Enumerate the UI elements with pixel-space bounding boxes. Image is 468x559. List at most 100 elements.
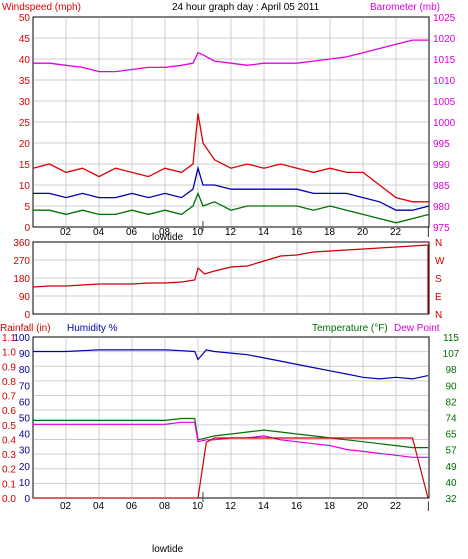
lowtide-label-top: lowtide xyxy=(152,232,184,243)
humidity-tick-label: 10 xyxy=(19,478,31,489)
windspeed-tick-label: 45 xyxy=(19,34,31,45)
barometer-axis-label: Barometer (mb) xyxy=(370,2,440,13)
x-tick-label: 20 xyxy=(357,227,369,238)
chart-title: 24 hour graph day : April 05 2011 xyxy=(172,2,320,13)
x-tick-label: 04 xyxy=(93,227,105,238)
temperature-tick-label: 40 xyxy=(445,478,457,489)
barometer-tick-label: 1000 xyxy=(433,118,456,129)
direction-line xyxy=(32,244,429,314)
temperature-tick-label: 65 xyxy=(445,430,457,441)
x-tick-label: | xyxy=(427,501,430,512)
temperature-tick-label: 98 xyxy=(445,365,457,376)
rain-line xyxy=(33,437,429,499)
humidity-tick-label: 60 xyxy=(19,397,31,408)
windspeed-tick-label: 20 xyxy=(19,139,31,150)
x-tick-label: 10 xyxy=(192,227,204,238)
x-tick-label: 12 xyxy=(225,227,237,238)
compass-label: N xyxy=(435,310,442,321)
windspeed-tick-label: 25 xyxy=(19,118,31,129)
temperature-tick-label: 90 xyxy=(445,381,457,392)
compass-label: W xyxy=(435,256,445,267)
windspeed-tick-label: 50 xyxy=(19,13,31,24)
x-tick-label: 20 xyxy=(357,501,369,512)
windspeed-tick-label: 40 xyxy=(19,55,31,66)
x-tick-label: 22 xyxy=(390,227,402,238)
barometer-tick-label: 995 xyxy=(433,139,450,150)
rainfall-tick-label: 0.6 xyxy=(2,406,16,417)
rainfall-tick-label: 0.8 xyxy=(2,377,16,388)
humidity-tick-label: 50 xyxy=(19,414,31,425)
barometer-tick-label: 980 xyxy=(433,202,450,213)
compass-label: S xyxy=(435,274,442,285)
dewpoint-axis-label: Dew Point xyxy=(394,323,440,334)
x-tick-label: 12 xyxy=(225,501,237,512)
grid-lines xyxy=(34,18,428,497)
humidity-line xyxy=(33,349,429,380)
rainfall-axis-label: Rainfall (in) xyxy=(0,323,51,334)
windspeed-axis-label: Windspeed (mph) xyxy=(2,2,81,13)
temperature-tick-label: 32 xyxy=(445,494,457,505)
x-tick-label: 06 xyxy=(126,227,138,238)
humidity-tick-label: 0 xyxy=(24,494,30,505)
temperature-axis-label: Temperature (°F) xyxy=(312,323,388,334)
humidity-tick-label: 100 xyxy=(13,333,30,344)
windspeed-tick-label: 0 xyxy=(24,223,30,234)
temperature-tick-label: 49 xyxy=(445,462,457,473)
rainfall-tick-label: 0.0 xyxy=(2,494,16,505)
x-tick-label: 04 xyxy=(93,501,105,512)
x-tick-label: 16 xyxy=(291,227,303,238)
rainfall-tick-label: 1.0 xyxy=(2,348,16,359)
low-line xyxy=(33,191,430,224)
x-tick-label: 14 xyxy=(258,501,270,512)
x-tick-label: 08 xyxy=(159,227,171,238)
axis-labels: 02 04 06 08 10 12 14 16 18 20 22 | 02 04 06 08 10 12 14 16 1… xyxy=(2,13,460,512)
barometer-tick-label: 990 xyxy=(433,160,450,171)
rainfall-tick-label: 0.9 xyxy=(2,362,16,373)
x-tick-label: 06 xyxy=(126,501,138,512)
rainfall-tick-label: 1.1 xyxy=(2,333,16,344)
gust-line xyxy=(32,113,429,203)
compass-label: N xyxy=(435,238,442,249)
windspeed-tick-label: 15 xyxy=(19,160,31,171)
x-tick-label: 10 xyxy=(192,501,204,512)
rainfall-tick-label: 0.5 xyxy=(2,421,16,432)
humidity-tick-label: 80 xyxy=(19,365,31,376)
temperature-tick-label: 115 xyxy=(443,333,459,344)
direction-tick-label: 180 xyxy=(13,274,30,285)
lowtide-label-bottom: lowtide xyxy=(152,544,184,555)
temperature-tick-label: 57 xyxy=(445,446,457,457)
direction-tick-label: 90 xyxy=(19,292,31,303)
avg-line xyxy=(33,165,430,211)
x-tick-label: 16 xyxy=(291,501,303,512)
series-lines xyxy=(32,39,430,502)
compass-label: E xyxy=(435,292,442,303)
direction-tick-label: 270 xyxy=(13,256,30,267)
barometer-tick-label: 1025 xyxy=(433,13,456,24)
barometer-tick-label: 1010 xyxy=(433,76,456,87)
humidity-axis-label: Humidity % xyxy=(67,323,118,334)
temperature-tick-label: 107 xyxy=(443,349,460,360)
barometer-tick-label: 975 xyxy=(433,223,450,234)
temperature-line xyxy=(33,417,428,449)
rainfall-tick-label: 0.4 xyxy=(2,435,16,446)
rainfall-tick-label: 0.2 xyxy=(2,465,16,476)
rainfall-tick-label: 0.7 xyxy=(2,392,16,403)
direction-tick-label: 360 xyxy=(13,238,30,249)
dewpoint-line xyxy=(33,421,428,458)
humidity-tick-label: 30 xyxy=(19,446,31,457)
x-tick-label: 14 xyxy=(258,227,270,238)
x-tick-label: 18 xyxy=(324,501,336,512)
barometer-tick-label: 1005 xyxy=(433,97,456,108)
x-tick-label: 08 xyxy=(159,501,171,512)
baro-line xyxy=(33,39,429,73)
x-tick-label: 22 xyxy=(390,501,402,512)
x-tick-label: | xyxy=(427,227,430,238)
rainfall-tick-label: 0.1 xyxy=(2,479,16,490)
barometer-tick-label: 1020 xyxy=(433,34,456,45)
windspeed-tick-label: 5 xyxy=(24,202,30,213)
x-tick-label: 02 xyxy=(60,227,72,238)
barometer-tick-label: 985 xyxy=(433,181,450,192)
rainfall-tick-label: 0.3 xyxy=(2,450,16,461)
humidity-tick-label: 70 xyxy=(19,381,31,392)
humidity-tick-label: 40 xyxy=(19,430,31,441)
